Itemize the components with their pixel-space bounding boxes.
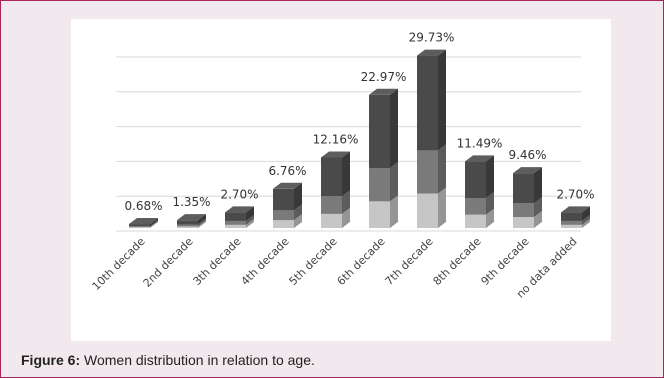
bar-side: [198, 214, 206, 225]
bar-side: [534, 211, 542, 228]
bar-top: [129, 218, 158, 225]
bar-top: [417, 49, 446, 56]
bar-side: [582, 218, 590, 228]
bar-side: [438, 144, 446, 194]
category-label: 4th decade: [239, 235, 292, 288]
data-label: 12.16%: [313, 132, 359, 146]
bar-top: [513, 167, 542, 174]
data-label: 0.68%: [124, 199, 162, 213]
bar-side: [534, 197, 542, 218]
category-label: 7th decade: [383, 235, 436, 288]
data-label: 11.49%: [457, 136, 503, 150]
data-label: 2.70%: [220, 187, 258, 201]
bar-side: [486, 192, 494, 215]
data-label: 6.76%: [268, 164, 306, 178]
bar-segment: [321, 196, 342, 214]
data-label: 2.70%: [556, 187, 594, 201]
category-label: 9th decade: [479, 235, 532, 288]
bar-side: [390, 88, 398, 169]
bar-segment: [513, 173, 534, 204]
bar-side: [246, 206, 254, 221]
bar-side: [294, 214, 302, 228]
bar-segment: [465, 161, 486, 199]
bar-top: [321, 151, 350, 158]
bar-top: [561, 206, 590, 213]
bar-side: [438, 187, 446, 228]
bar-side: [534, 167, 542, 204]
bar-side: [390, 195, 398, 228]
bar-side: [294, 182, 302, 211]
bar-segment: [561, 220, 582, 225]
bar-side: [390, 162, 398, 202]
category-label: 3th decade: [191, 235, 244, 288]
bar-top: [225, 206, 254, 213]
bar-side: [150, 220, 158, 228]
bar-side: [150, 218, 158, 227]
bar-segment: [321, 213, 342, 228]
bar-side: [198, 220, 206, 228]
bar-side: [294, 204, 302, 221]
bar-segment: [225, 220, 246, 225]
bar-segment: [561, 224, 582, 228]
bar-segment: [129, 226, 150, 228]
category-label: 2nd decade: [141, 235, 196, 290]
plot-area: 0.68% 10th decade 1.35% 2nd decade 2.70% 3th …: [71, 19, 611, 341]
data-label: 29.73%: [409, 31, 455, 45]
data-label: 9.46%: [508, 148, 546, 162]
bar-top: [177, 214, 206, 221]
bar-segment: [417, 193, 438, 228]
bar-segment: [513, 203, 534, 218]
category-label: 5th decade: [287, 235, 340, 288]
bar-chart: 0.68% 10th decade 1.35% 2nd decade 2.70% 3th …: [90, 31, 595, 301]
bar-side: [246, 214, 254, 225]
bar-side: [342, 207, 350, 228]
bar-segment: [129, 227, 150, 228]
bar-segment: [465, 214, 486, 228]
bar-segment: [177, 224, 198, 227]
bar-segment: [129, 224, 150, 227]
bar-segment: [513, 217, 534, 228]
bar-top: [273, 182, 302, 189]
data-label: 22.97%: [361, 70, 407, 84]
category-label: 6th decade: [335, 235, 388, 288]
bar-side: [438, 49, 446, 151]
bar-segment: [369, 201, 390, 228]
bar-side: [342, 190, 350, 214]
bar-segment: [273, 220, 294, 228]
bar-side: [246, 218, 254, 228]
bar-side: [342, 151, 350, 197]
category-label: 10th decade: [90, 235, 148, 293]
bar-segment: [177, 220, 198, 225]
data-label: 1.35%: [172, 195, 210, 209]
bar-top: [369, 88, 398, 95]
bar-segment: [225, 224, 246, 228]
bar-segment: [561, 212, 582, 221]
bar-top: [465, 155, 494, 162]
caption-text: Women distribution in relation to age.: [80, 352, 315, 368]
bar-segment: [369, 168, 390, 202]
bar-segment: [321, 157, 342, 197]
bar-side: [150, 221, 158, 228]
bar-segment: [417, 55, 438, 151]
category-label: 8th decade: [431, 235, 484, 288]
bar-segment: [273, 210, 294, 221]
figure-caption: Figure 6: Women distribution in relation…: [21, 352, 315, 368]
bar-segment: [417, 150, 438, 194]
bar-segment: [465, 198, 486, 215]
bar-segment: [369, 94, 390, 169]
bar-side: [486, 155, 494, 199]
caption-label: Figure 6:: [21, 352, 81, 368]
bar-side: [582, 214, 590, 225]
bar-segment: [177, 226, 198, 228]
bar-side: [582, 206, 590, 221]
bar-segment: [225, 212, 246, 221]
bar-segment: [273, 188, 294, 211]
bar-side: [486, 208, 494, 228]
bar-side: [198, 218, 206, 227]
